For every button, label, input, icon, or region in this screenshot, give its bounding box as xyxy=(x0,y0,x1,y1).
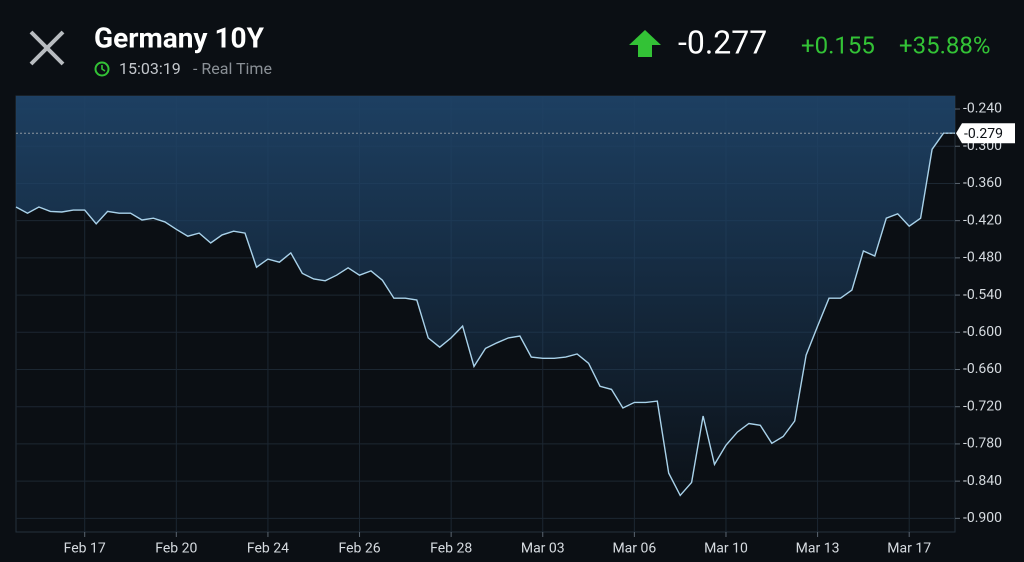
time-note: - Real Time xyxy=(193,59,272,78)
y-tick-label: -0.420 xyxy=(963,212,1002,228)
time: 15:03:19 xyxy=(119,59,181,78)
y-tick-label: -0.900 xyxy=(963,510,1002,526)
y-tick-label: -0.480 xyxy=(963,250,1002,266)
y-tick-label: -0.540 xyxy=(963,287,1002,303)
y-tick-label: -0.660 xyxy=(963,361,1002,377)
x-tick-label: Feb 17 xyxy=(64,541,106,557)
clock-icon xyxy=(94,61,110,77)
y-tick-label: -0.720 xyxy=(963,398,1002,414)
current-marker-box xyxy=(956,123,1015,144)
change-percent: +35.88% xyxy=(899,31,990,59)
y-tick-label: -0.780 xyxy=(963,436,1002,452)
close-icon xyxy=(29,30,65,66)
x-tick-label: Mar 06 xyxy=(612,541,656,557)
area-fill xyxy=(16,96,955,496)
change: +0.155 xyxy=(801,31,875,59)
x-tick-label: Feb 20 xyxy=(155,541,197,557)
y-tick-label: -0.840 xyxy=(963,473,1002,489)
y-tick-label: -0.240 xyxy=(963,101,1002,117)
x-tick-label: Mar 17 xyxy=(887,541,931,557)
title: Germany 10Y xyxy=(94,21,265,54)
x-tick-label: Feb 26 xyxy=(338,541,380,557)
plot: -0.240-0.300-0.360-0.420-0.480-0.540-0.6… xyxy=(15,95,1015,557)
clock-hands xyxy=(101,65,106,72)
up-arrow xyxy=(629,30,661,57)
x-tick-label: Mar 03 xyxy=(521,541,565,557)
x-tick-label: Feb 24 xyxy=(247,541,289,557)
current-marker-label: -0.279 xyxy=(964,126,1003,142)
y-tick-label: -0.600 xyxy=(963,324,1002,340)
x-tick-label: Mar 13 xyxy=(796,541,840,557)
x-tick-label: Feb 28 xyxy=(430,541,472,557)
close-button[interactable] xyxy=(29,30,65,66)
x-tick-label: Mar 10 xyxy=(704,541,748,557)
y-tick-label: -0.360 xyxy=(963,175,1002,191)
last-price: -0.277 xyxy=(678,23,767,61)
price-line xyxy=(15,132,955,497)
clock-face xyxy=(94,61,110,77)
